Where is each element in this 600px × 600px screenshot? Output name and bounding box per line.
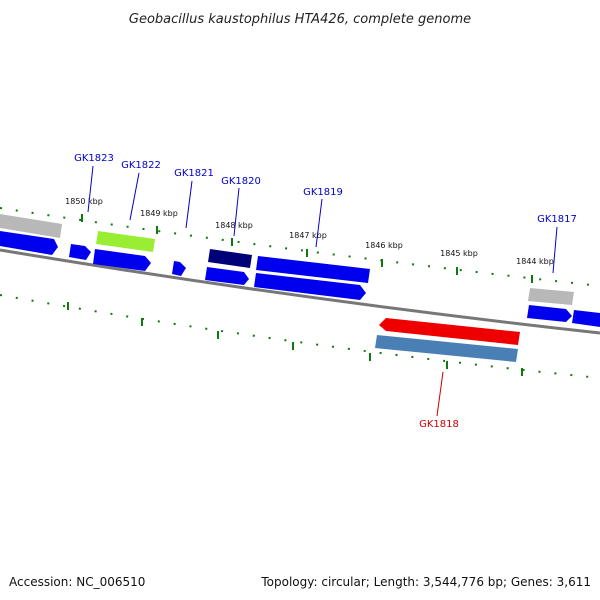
gene-label[interactable]: GK1823: [74, 153, 114, 164]
feature-dark-navy[interactable]: [208, 249, 252, 268]
gene-label[interactable]: GK1818: [419, 419, 459, 430]
tick-label: 1846 kbp: [365, 241, 403, 250]
gene-label[interactable]: GK1820: [221, 176, 261, 187]
major-ticks: [67, 214, 533, 376]
tick-label: 1849 kbp: [140, 209, 178, 218]
tick-label: 1850 kbp: [65, 197, 103, 206]
feature-highlight-red[interactable]: [379, 318, 520, 345]
tick-label: 1845 kbp: [440, 249, 478, 258]
cds-forward-row1[interactable]: [0, 231, 600, 327]
feature-steel-blue[interactable]: [375, 335, 518, 362]
gene-label[interactable]: GK1817: [537, 214, 577, 225]
tick-label: 1844 kbp: [516, 257, 554, 266]
gene-label[interactable]: GK1821: [174, 168, 214, 179]
gene-label[interactable]: GK1822: [121, 160, 161, 171]
topology-text: Topology: circular; Length: 3,544,776 bp…: [260, 575, 591, 589]
genome-backbone: [0, 248, 600, 335]
feature-highlight-green[interactable]: [96, 231, 155, 252]
tick-label: 1847 kbp: [289, 231, 327, 240]
feature-grey[interactable]: [0, 214, 62, 238]
tick-label: 1848 kbp: [215, 221, 253, 230]
feature-grey[interactable]: [528, 288, 574, 305]
accession-text: Accession: NC_006510: [9, 575, 145, 589]
gene-label[interactable]: GK1819: [303, 187, 343, 198]
gene-leader-lines: [87, 165, 558, 417]
map-title: Geobacillus kaustophilus HTA426, complet…: [129, 12, 471, 27]
